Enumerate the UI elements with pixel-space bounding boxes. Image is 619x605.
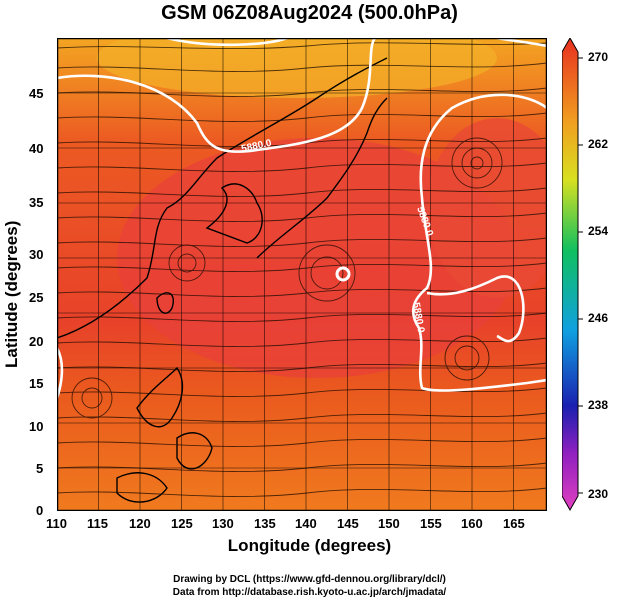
- x-axis-label: Longitude (degrees): [227, 536, 392, 555]
- x-tick-label: 140: [295, 516, 317, 531]
- x-tick-label: 130: [212, 516, 234, 531]
- y-tick-label: 45: [29, 86, 44, 101]
- x-tick-label: 110: [46, 516, 67, 531]
- x-tick-label: 150: [378, 516, 400, 531]
- map-title: GSM 06Z08Aug2024 (500.0hPa): [161, 2, 458, 24]
- colorbar-tick-label: 262: [588, 137, 609, 151]
- colorbar: [562, 38, 583, 512]
- y-axis-label: Latitude (degrees): [2, 220, 21, 368]
- y-tick-label: 25: [29, 290, 44, 305]
- map-panel: 5880.0 5880.0 5880.0: [57, 38, 547, 511]
- typhoon-center-marker: [335, 266, 351, 282]
- x-tick-label: 160: [461, 516, 483, 531]
- x-tick-label: 125: [171, 516, 193, 531]
- x-tick-label: 145: [337, 516, 359, 531]
- colorbar-tick-label: 270: [588, 50, 609, 64]
- credit-data: Data from http://database.rish.kyoto-u.a…: [172, 587, 447, 598]
- y-tick-label: 15: [29, 376, 44, 391]
- contour-label: 5880.0: [410, 302, 426, 334]
- y-tick-label: 40: [29, 141, 44, 156]
- map-frame: [57, 38, 547, 511]
- x-tick-label: 155: [420, 516, 442, 531]
- colorbar-tick-label: 254: [588, 224, 609, 238]
- x-tick-label: 115: [87, 516, 108, 531]
- x-tick-label: 120: [129, 516, 151, 531]
- y-tick-label: 20: [29, 334, 44, 349]
- credit-drawing: Drawing by DCL (https://www.gfd-dennou.o…: [173, 574, 446, 585]
- contour-5880: [57, 38, 547, 399]
- y-tick-label: 0: [36, 503, 44, 518]
- x-tick-label: 135: [254, 516, 276, 531]
- y-tick-label: 10: [29, 419, 44, 434]
- colorbar-tick-label: 246: [588, 311, 609, 325]
- y-tick-label: 30: [29, 247, 44, 262]
- cool-region: [97, 38, 497, 98]
- x-tick-label: 165: [503, 516, 525, 531]
- colorbar-tick-label: 230: [588, 487, 609, 501]
- colorbar-tick-label: 238: [588, 398, 609, 412]
- colorbar-scale: [562, 38, 579, 512]
- lat-lon-grid: [57, 38, 547, 511]
- coastlines: [57, 57, 388, 503]
- warm-region: [427, 118, 547, 298]
- y-tick-label: 5: [36, 461, 44, 476]
- y-tick-label: 35: [29, 195, 44, 210]
